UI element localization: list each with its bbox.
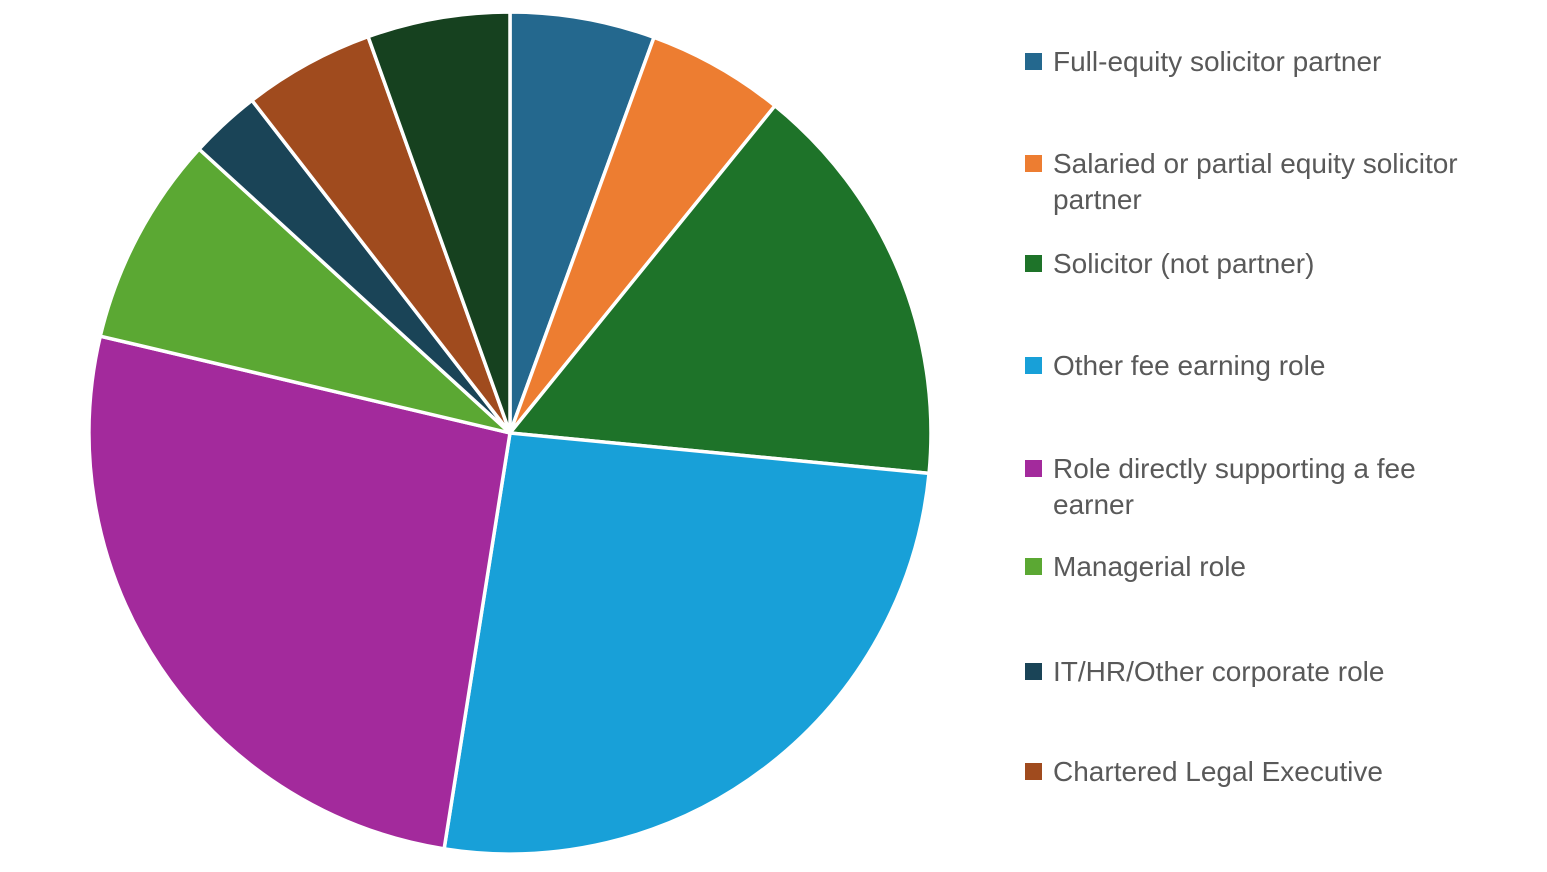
legend-swatch	[1025, 255, 1042, 272]
legend-swatch	[1025, 53, 1042, 70]
legend-label: IT/HR/Other corporate role	[1053, 656, 1385, 687]
legend-item: Full-equity solicitor partner	[1025, 44, 1473, 80]
pie-slice-6	[98, 147, 512, 435]
legend-swatch	[1025, 460, 1042, 477]
legend-label: Solicitor (not partner)	[1053, 248, 1315, 279]
pie-slice-2	[508, 35, 777, 435]
legend-label: Full-equity solicitor partner	[1053, 46, 1382, 77]
legend-swatch	[1025, 155, 1042, 172]
pie-slice-1	[508, 10, 656, 435]
pie-slice-5	[87, 334, 512, 851]
legend: Full-equity solicitor partner Salaried o…	[1025, 0, 1485, 872]
legend-label: Managerial role	[1053, 551, 1246, 582]
legend-item: Salaried or partial equity solicitor par…	[1025, 146, 1473, 218]
pie-slice-4	[442, 431, 931, 856]
legend-swatch	[1025, 663, 1042, 680]
legend-swatch	[1025, 763, 1042, 780]
legend-item: Managerial role	[1025, 549, 1473, 585]
legend-label: Chartered Legal Executive	[1053, 756, 1383, 787]
pie-slice-9	[366, 10, 512, 435]
legend-label: Role directly supporting a fee earner	[1053, 453, 1416, 520]
legend-item: IT/HR/Other corporate role	[1025, 654, 1473, 690]
legend-label: Other fee earning role	[1053, 350, 1326, 381]
legend-item: Solicitor (not partner)	[1025, 246, 1473, 282]
legend-item: Other fee earning role	[1025, 348, 1473, 384]
legend-item: Chartered Legal Executive	[1025, 754, 1473, 790]
legend-item: Role directly supporting a fee earner	[1025, 451, 1473, 523]
legend-swatch	[1025, 558, 1042, 575]
legend-label: Salaried or partial equity solicitor par…	[1053, 148, 1458, 215]
pie-slice-3	[508, 104, 933, 476]
legend-swatch	[1025, 357, 1042, 374]
